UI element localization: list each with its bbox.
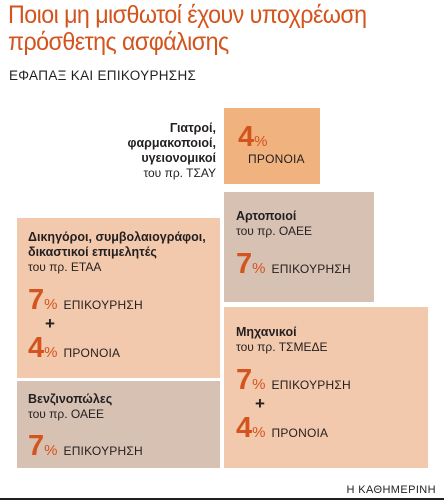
doctors-rate-box: 4 % ΠΡΟΝΟΙΑ — [224, 108, 320, 184]
lawyers-rate-1: 7 % ΕΠΙΚΟΥΡΗΣΗ — [28, 285, 220, 315]
gas-station-box: Βενζινοπώλες του πρ. ΟΑΕΕ 7 % ΕΠΙΚΟΥΡΗΣΗ — [17, 381, 220, 468]
doctors-rate-kind: ΠΡΟΝΟΙΑ — [248, 152, 305, 166]
engineers-fund: του πρ. ΤΣΜΕΔΕ — [236, 340, 328, 354]
engineers-rate-2-number: 4 — [236, 412, 253, 444]
bakers-fund: του πρ. ΟΑΕΕ — [236, 224, 313, 238]
bottom-rule — [0, 498, 444, 500]
lawyers-fund: του πρ. ΕΤΑΑ — [28, 260, 102, 274]
engineers-rate-2-kind: ΠΡΟΝΟΙΑ — [271, 426, 329, 440]
gas-station-rate-number: 7 — [28, 430, 45, 462]
lawyers-label-line-2: δικαστικοί επιμελητές — [28, 245, 157, 259]
infographic-title: Ποιοι μη μισθωτοί έχουν υποχρέωση πρόσθε… — [8, 2, 408, 56]
bakers-rate-number: 7 — [236, 248, 253, 280]
engineers-rate-1-kind: ΕΠΙΚΟΥΡΗΣΗ — [271, 378, 351, 392]
lawyers-box: Δικηγόροι, συμβολαιογράφοι, δικαστικοί ε… — [17, 218, 220, 378]
gas-station-rate-kind: ΕΠΙΚΟΥΡΗΣΗ — [63, 444, 143, 458]
lawyers-rate-2-percent: % — [44, 344, 58, 361]
source-credit: Η ΚΑΘΗΜΕΡΙΝΗ — [346, 484, 436, 496]
lawyers-rate-1-kind: ΕΠΙΚΟΥΡΗΣΗ — [63, 298, 143, 312]
lawyers-rate-1-number: 7 — [28, 284, 45, 316]
doctors-label-line-2: υγειονομικοί — [141, 151, 216, 165]
doctors-rate-number: 4 — [238, 121, 255, 153]
engineers-rate-2-percent: % — [252, 424, 266, 441]
lawyers-rate-1-percent: % — [44, 296, 58, 313]
doctors-label-line-1: Γιατροί, φαρμακοποιοί, — [127, 121, 216, 150]
doctors-rate: 4 % — [238, 122, 320, 152]
lawyers-rate-2-kind: ΠΡΟΝΟΙΑ — [63, 346, 121, 360]
lawyers-rate-2: 4 % ΠΡΟΝΟΙΑ — [28, 333, 220, 363]
bakers-rate-percent: % — [252, 260, 266, 277]
engineers-rate-1-number: 7 — [236, 364, 253, 396]
engineers-label: Μηχανικοί — [236, 325, 297, 339]
title-line-2: πρόσθετης ασφάλισης — [8, 28, 229, 56]
gas-station-fund: του πρ. ΟΑΕΕ — [28, 407, 105, 421]
engineers-rate-1: 7 % ΕΠΙΚΟΥΡΗΣΗ — [236, 365, 428, 395]
lawyers-label-line-1: Δικηγόροι, συμβολαιογράφοι, — [28, 230, 206, 244]
bakers-label: Αρτοποιοί — [236, 209, 297, 223]
bakers-rate-kind: ΕΠΙΚΟΥΡΗΣΗ — [271, 262, 351, 276]
title-line-1: Ποιοι μη μισθωτοί έχουν υποχρέωση — [8, 1, 367, 29]
doctors-fund: του πρ. ΤΣΑΥ — [143, 166, 216, 180]
bakers-box: Αρτοποιοί του πρ. ΟΑΕΕ 7 % ΕΠΙΚΟΥΡΗΣΗ — [224, 192, 374, 302]
infographic-subtitle: ΕΦΑΠΑΞ ΚΑΙ ΕΠΙΚΟΥΡΗΣΗΣ — [9, 68, 197, 83]
lawyers-rate-2-number: 4 — [28, 332, 45, 364]
lawyers-plus-sign: + — [45, 314, 55, 333]
gas-station-rate: 7 % ΕΠΙΚΟΥΡΗΣΗ — [28, 431, 220, 461]
gas-station-label: Βενζινοπώλες — [28, 392, 113, 406]
doctors-rate-percent: % — [254, 133, 268, 150]
gas-station-rate-percent: % — [44, 442, 58, 459]
engineers-rate-2: 4 % ΠΡΟΝΟΙΑ — [236, 413, 428, 443]
bakers-rate: 7 % ΕΠΙΚΟΥΡΗΣΗ — [236, 249, 374, 279]
engineers-box: Μηχανικοί του πρ. ΤΣΜΕΔΕ 7 % ΕΠΙΚΟΥΡΗΣΗ … — [224, 307, 428, 468]
engineers-rate-1-percent: % — [252, 376, 266, 393]
doctors-label: Γιατροί, φαρμακοποιοί, υγειονομικοί του … — [100, 121, 216, 181]
engineers-plus-sign: + — [255, 394, 265, 413]
